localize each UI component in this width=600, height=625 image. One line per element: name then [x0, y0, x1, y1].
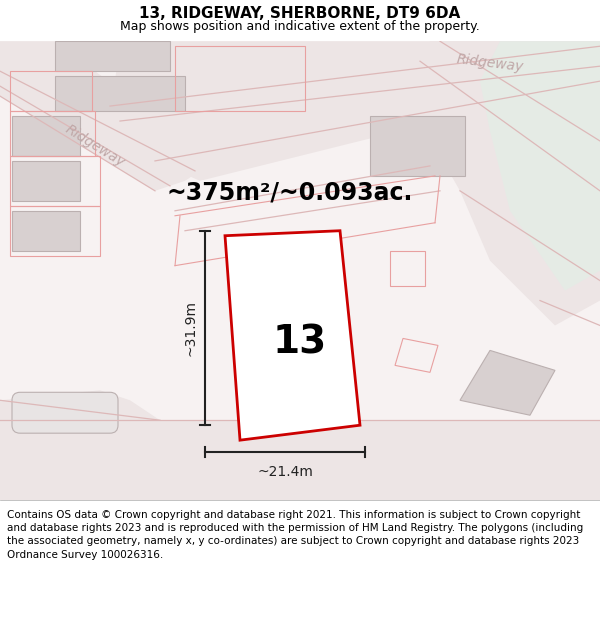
- Bar: [12, 161, 80, 201]
- Text: Map shows position and indicative extent of the property.: Map shows position and indicative extent…: [120, 20, 480, 33]
- Bar: [175, 46, 305, 111]
- Polygon shape: [460, 351, 555, 415]
- Polygon shape: [238, 256, 345, 410]
- Bar: [370, 116, 465, 176]
- Polygon shape: [0, 390, 600, 500]
- Text: Contains OS data © Crown copyright and database right 2021. This information is : Contains OS data © Crown copyright and d…: [7, 510, 583, 559]
- Text: ~21.4m: ~21.4m: [257, 465, 313, 479]
- Text: Ridgeway: Ridgeway: [62, 122, 127, 170]
- FancyBboxPatch shape: [12, 392, 118, 433]
- Polygon shape: [110, 41, 600, 181]
- Text: ~375m²/~0.093ac.: ~375m²/~0.093ac.: [167, 181, 413, 205]
- Polygon shape: [55, 76, 185, 111]
- Text: 13: 13: [273, 323, 327, 361]
- Text: ~31.9m: ~31.9m: [184, 300, 198, 356]
- Text: 13, RIDGEWAY, SHERBORNE, DT9 6DA: 13, RIDGEWAY, SHERBORNE, DT9 6DA: [139, 6, 461, 21]
- Polygon shape: [480, 41, 600, 291]
- Text: Ridgeway: Ridgeway: [455, 52, 524, 74]
- Polygon shape: [55, 41, 170, 71]
- Polygon shape: [0, 41, 215, 191]
- Polygon shape: [225, 231, 360, 440]
- Bar: [12, 211, 80, 251]
- Polygon shape: [410, 41, 600, 326]
- Bar: [12, 116, 80, 156]
